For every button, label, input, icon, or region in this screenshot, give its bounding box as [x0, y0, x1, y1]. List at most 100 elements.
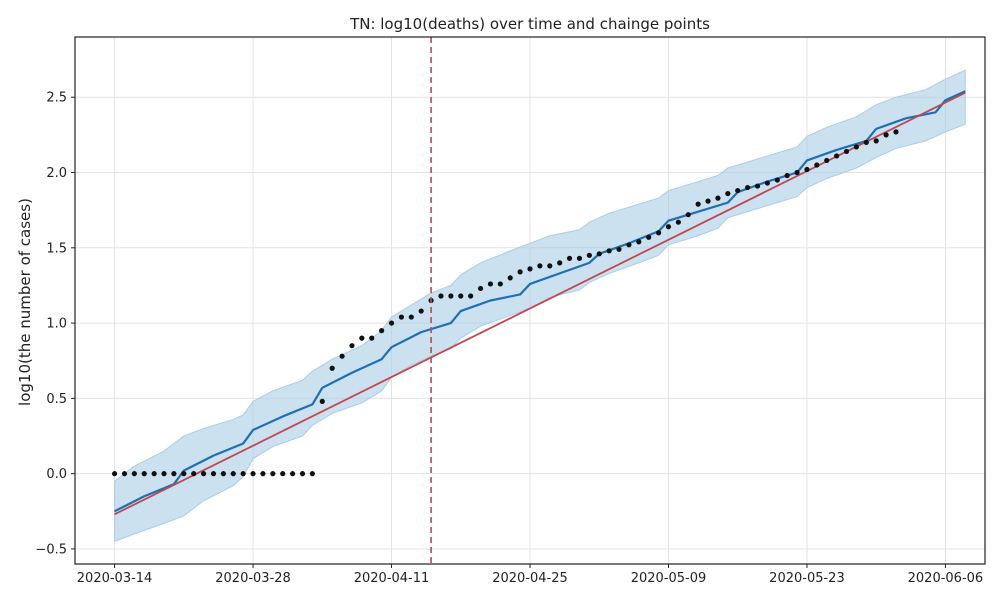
- observed-point: [566, 255, 573, 261]
- y-tick-label: 0.0: [46, 467, 67, 482]
- y-tick-label: −0.5: [35, 542, 67, 557]
- x-tick-label: 2020-03-28: [215, 571, 291, 586]
- observed-point: [329, 365, 335, 371]
- observed-point: [290, 471, 296, 477]
- observed-point: [379, 328, 385, 334]
- observed-point: [873, 138, 879, 144]
- observed-point: [477, 285, 484, 292]
- observed-point: [141, 471, 147, 477]
- observed-point: [418, 308, 424, 314]
- observed-point: [616, 246, 622, 252]
- observed-point: [715, 195, 721, 201]
- observed-point: [655, 230, 662, 236]
- observed-point: [636, 239, 642, 245]
- y-tick-label: 1.0: [46, 317, 67, 332]
- axes: 2020-03-14 2020-03-28 2020-04-11 2020-04-25…: [35, 36, 986, 586]
- observed-point: [537, 263, 543, 269]
- observed-point: [774, 177, 780, 183]
- observed-point: [388, 320, 395, 326]
- observed-point: [804, 166, 810, 173]
- observed-point: [398, 314, 405, 320]
- observed-point: [309, 471, 315, 477]
- observed-point: [527, 266, 533, 272]
- y-tick-label: 2.5: [46, 91, 67, 106]
- x-tick-label: 2020-04-11: [354, 571, 430, 586]
- observed-point: [665, 224, 672, 230]
- observed-point: [369, 335, 375, 341]
- observed-point: [784, 172, 790, 179]
- observed-point: [834, 153, 840, 159]
- observed-point: [200, 471, 207, 477]
- observed-point: [408, 314, 414, 320]
- trend-line: [114, 91, 966, 516]
- observed-point: [468, 293, 474, 299]
- y-tick-label: 1.5: [46, 241, 67, 256]
- x-tick-label: 2020-04-25: [492, 571, 568, 586]
- observed-point: [280, 471, 286, 477]
- observed-point: [181, 471, 187, 477]
- observed-point: [497, 281, 503, 287]
- observed-point: [507, 275, 513, 281]
- observed-point: [260, 471, 266, 477]
- observed-point: [111, 471, 118, 477]
- observed-point: [458, 293, 464, 299]
- observed-point: [863, 139, 869, 145]
- x-tick-label: 2020-06-06: [908, 571, 984, 586]
- observed-point: [725, 190, 731, 197]
- observed-point: [626, 242, 632, 248]
- observed-point: [448, 293, 454, 299]
- observed-point: [220, 471, 226, 477]
- observed-point: [754, 183, 761, 189]
- observed-point: [250, 471, 256, 477]
- observed-point: [675, 219, 681, 225]
- observed-point: [576, 255, 583, 261]
- observed-point: [606, 248, 612, 254]
- observed-point: [596, 251, 602, 257]
- observed-point: [547, 263, 553, 269]
- y-tick-label: 0.5: [46, 392, 67, 407]
- y-axis-label: log10(the number of cases): [16, 198, 34, 406]
- x-tick-label: 2020-05-09: [631, 571, 707, 586]
- observed-point: [270, 471, 276, 477]
- y-tick-label: 2.0: [46, 166, 67, 181]
- observed-point: [339, 353, 345, 359]
- observed-point: [121, 471, 128, 477]
- observed-point: [319, 398, 325, 404]
- observed-point: [843, 148, 850, 155]
- observed-point: [853, 144, 860, 150]
- observed-point: [191, 471, 197, 477]
- observed-point: [586, 252, 592, 258]
- observed-point: [883, 132, 889, 138]
- observed-point: [735, 187, 741, 194]
- observed-point: [299, 471, 306, 477]
- observed-point: [517, 269, 523, 275]
- observed-point: [646, 234, 652, 240]
- chart-title: TN: log10(deaths) over time and chainge …: [349, 15, 710, 33]
- observed-point: [685, 212, 691, 218]
- observed-point: [814, 162, 820, 168]
- observed-point: [131, 471, 137, 477]
- observed-point: [794, 169, 800, 176]
- observed-point: [210, 471, 217, 477]
- observed-point: [171, 471, 177, 477]
- observed-point: [893, 129, 899, 135]
- observed-point: [230, 471, 236, 477]
- observed-point: [824, 157, 830, 164]
- observed-point: [151, 471, 157, 477]
- x-tick-label: 2020-05-23: [769, 571, 845, 586]
- observed-point: [487, 281, 494, 287]
- observed-point: [349, 343, 355, 349]
- observed-point: [438, 293, 444, 299]
- observed-point: [557, 260, 563, 266]
- forecast-line: [114, 90, 966, 513]
- observed-point: [745, 184, 751, 191]
- observed-point: [764, 180, 770, 186]
- observed-point: [695, 201, 701, 207]
- series-lines: [114, 90, 966, 516]
- observed-point: [705, 198, 711, 204]
- observed-points: [111, 129, 899, 477]
- x-tick-label: 2020-03-14: [77, 571, 153, 586]
- plot-frame: [74, 36, 986, 565]
- observed-point: [240, 471, 246, 477]
